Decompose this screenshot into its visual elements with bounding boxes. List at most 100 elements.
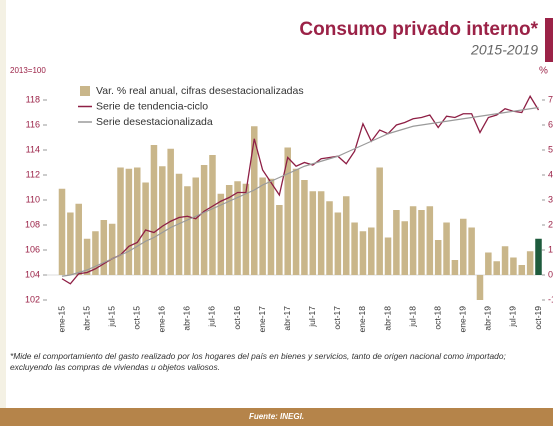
line <box>61 94 540 285</box>
bar <box>217 193 225 275</box>
bar <box>108 223 116 275</box>
y2-tick-label: 2 <box>548 219 553 229</box>
y-tick-label: 108 <box>25 219 40 229</box>
x-tick-label: oct-15 <box>131 306 141 330</box>
x-tick-label: jul-16 <box>207 306 217 328</box>
x-tick-label: ene-18 <box>357 306 367 333</box>
bar <box>426 206 434 275</box>
bar <box>150 145 158 275</box>
y-tick-label: 106 <box>25 244 40 254</box>
x-tick-label: abr-15 <box>81 306 91 331</box>
y-tick-label: 102 <box>25 294 40 304</box>
bar <box>342 196 350 275</box>
bar <box>393 210 400 275</box>
accent-strip <box>545 18 553 62</box>
y2-tick-label: 1 <box>548 244 553 254</box>
x-tick-label: abr-17 <box>282 306 292 331</box>
legend-label: Serie desestacionalizada <box>96 116 213 128</box>
bar <box>301 180 308 275</box>
bar <box>485 252 492 275</box>
bar <box>234 181 241 275</box>
bar <box>133 167 141 275</box>
bar <box>451 260 459 275</box>
y-tick-label: 114 <box>26 144 40 154</box>
bar <box>326 201 333 275</box>
bar <box>434 240 442 275</box>
bar <box>100 220 108 275</box>
bar <box>242 183 250 275</box>
bar <box>125 168 133 275</box>
footnote: *Mide el comportamiento del gasto realiz… <box>10 351 506 372</box>
bar <box>159 166 166 275</box>
y2-tick-label: 4 <box>548 169 553 179</box>
bar <box>368 227 375 275</box>
y2-tick-label: 5 <box>548 144 553 154</box>
x-tick-label: jul-19 <box>508 306 518 328</box>
bar <box>117 167 124 275</box>
x-tick-label: oct-16 <box>232 306 242 330</box>
bar <box>409 206 417 275</box>
y-tick-label: 116 <box>26 119 40 129</box>
bar <box>309 191 317 275</box>
x-tick-label: ene-17 <box>257 306 267 333</box>
panel <box>6 0 553 408</box>
bar <box>460 218 467 275</box>
y2-axis-label: % <box>539 66 548 77</box>
y-tick-label: 118 <box>26 94 40 104</box>
bar <box>376 167 383 275</box>
source-band <box>0 408 553 426</box>
bar <box>251 126 258 275</box>
bar <box>292 168 300 275</box>
bar <box>418 210 425 275</box>
chart-subtitle: 2015-2019 <box>470 42 538 58</box>
bar <box>510 257 517 275</box>
y-tick-label: 112 <box>26 169 40 179</box>
x-tick-label: ene-16 <box>157 306 167 333</box>
source: Fuente: INEGI. <box>248 412 305 421</box>
legend-label: Var. % real anual, cifras desestacionali… <box>96 85 304 97</box>
bar <box>200 165 208 275</box>
line <box>61 106 539 277</box>
bar <box>317 191 325 275</box>
bar <box>351 222 358 275</box>
x-tick-label: jul-18 <box>407 306 417 328</box>
bar <box>75 203 82 275</box>
bar <box>284 147 291 275</box>
bar <box>526 251 534 275</box>
bar <box>142 182 149 275</box>
bar <box>184 186 191 275</box>
bar <box>67 212 74 275</box>
bar <box>267 178 275 275</box>
y2-tick-label: 0 <box>548 269 553 279</box>
y2-tick-label: 3 <box>548 194 553 204</box>
bar <box>443 222 450 275</box>
y2-tick-label: -1 <box>548 294 553 304</box>
y2-tick-label: 7 <box>548 94 553 104</box>
bar <box>384 237 392 275</box>
bar <box>58 188 66 275</box>
y-tick-label: 110 <box>26 194 40 204</box>
bar <box>192 177 200 275</box>
y-tick-label: 104 <box>25 269 40 279</box>
bar <box>501 246 509 275</box>
bar <box>92 231 99 275</box>
bar <box>83 238 91 275</box>
x-tick-label: oct-18 <box>432 306 442 330</box>
bar <box>334 212 342 275</box>
x-tick-label: jul-15 <box>106 306 116 328</box>
y-axis-label: 2013=100 <box>10 66 46 75</box>
x-tick-label: oct-17 <box>332 306 342 330</box>
x-tick-label: abr-18 <box>382 306 392 331</box>
bar <box>209 155 216 275</box>
bar <box>535 238 542 275</box>
x-tick-label: ene-19 <box>458 306 468 333</box>
bar <box>225 185 233 275</box>
bar <box>493 261 500 275</box>
bar <box>468 227 475 275</box>
x-tick-label: abr-16 <box>182 306 192 331</box>
x-tick-label: abr-19 <box>483 306 493 331</box>
bar <box>359 231 367 275</box>
bar <box>167 148 174 275</box>
